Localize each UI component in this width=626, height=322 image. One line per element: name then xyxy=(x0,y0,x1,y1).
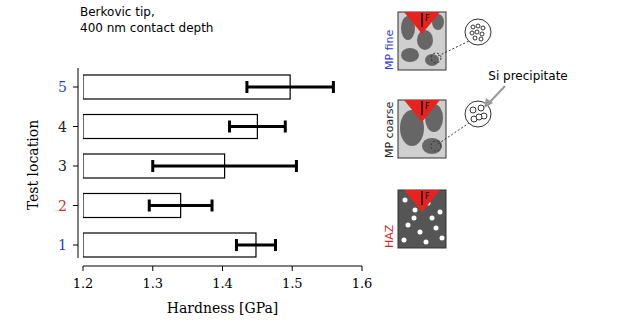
x-tick xyxy=(83,266,84,271)
force-symbol: F xyxy=(425,192,430,201)
y-axis-line xyxy=(78,68,79,258)
panel-label: HAZ xyxy=(383,224,396,248)
annotation: 400 nm contact depth xyxy=(80,21,213,35)
error-bar xyxy=(229,121,285,133)
y-tick xyxy=(73,245,78,246)
y-tick xyxy=(73,126,78,127)
y-tick xyxy=(73,87,78,88)
y-tick-label: 1 xyxy=(58,237,67,253)
error-bar xyxy=(247,81,333,93)
schematic-panel: F xyxy=(398,100,491,158)
bar xyxy=(83,233,256,257)
x-axis-title: Hardness [GPa] xyxy=(167,300,279,316)
y-axis-title: Test location xyxy=(25,120,41,210)
figure: Berkovic tip, 400 nm contact depth 1.2 1.3 1… xyxy=(0,0,626,322)
schematic-panel: F xyxy=(398,12,491,70)
callout-label: Si precipitate xyxy=(488,69,567,83)
x-tick-label: 1.4 xyxy=(212,276,233,291)
panel-label: MP fine xyxy=(383,29,396,70)
x-tick-label: 1.3 xyxy=(142,276,163,291)
y-tick-label: 3 xyxy=(58,158,67,174)
y-tick-label: 5 xyxy=(58,79,67,95)
y-tick xyxy=(73,166,78,167)
force-symbol: F xyxy=(425,14,430,23)
annotation: Berkovic tip, xyxy=(80,5,155,19)
error-bar xyxy=(153,160,297,172)
x-tick xyxy=(152,266,153,271)
callout-arrowhead xyxy=(484,98,493,108)
y-tick-label: 4 xyxy=(58,119,67,135)
x-tick xyxy=(292,266,293,271)
error-bar xyxy=(149,200,212,212)
force-symbol: F xyxy=(425,102,430,111)
x-tick xyxy=(222,266,223,271)
y-tick-label: 2 xyxy=(58,198,67,214)
error-bar xyxy=(236,239,275,251)
schematic-panel: F xyxy=(398,190,446,248)
x-tick xyxy=(362,266,363,271)
plot-area xyxy=(83,75,333,257)
panel-label: MP coarse xyxy=(383,102,396,158)
x-tick-label: 1.5 xyxy=(282,276,303,291)
x-tick-label: 1.2 xyxy=(73,276,94,291)
y-tick xyxy=(73,205,78,206)
x-tick-label: 1.6 xyxy=(352,276,373,291)
